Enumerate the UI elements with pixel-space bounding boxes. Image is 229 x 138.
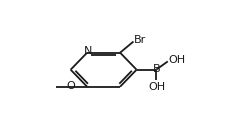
Text: B: B <box>152 64 160 74</box>
Text: N: N <box>83 46 92 56</box>
Text: OH: OH <box>168 55 185 65</box>
Text: Br: Br <box>133 35 145 45</box>
Text: OH: OH <box>147 82 164 92</box>
Text: O: O <box>66 81 74 91</box>
